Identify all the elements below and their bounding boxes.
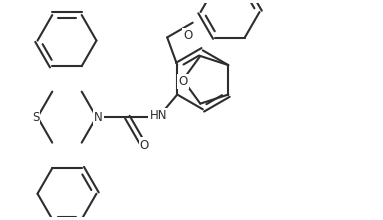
Text: N: N	[94, 111, 103, 124]
Text: O: O	[140, 139, 149, 152]
Text: S: S	[32, 111, 39, 124]
Text: O: O	[183, 29, 193, 42]
Text: HN: HN	[150, 109, 167, 122]
Text: O: O	[178, 75, 188, 88]
